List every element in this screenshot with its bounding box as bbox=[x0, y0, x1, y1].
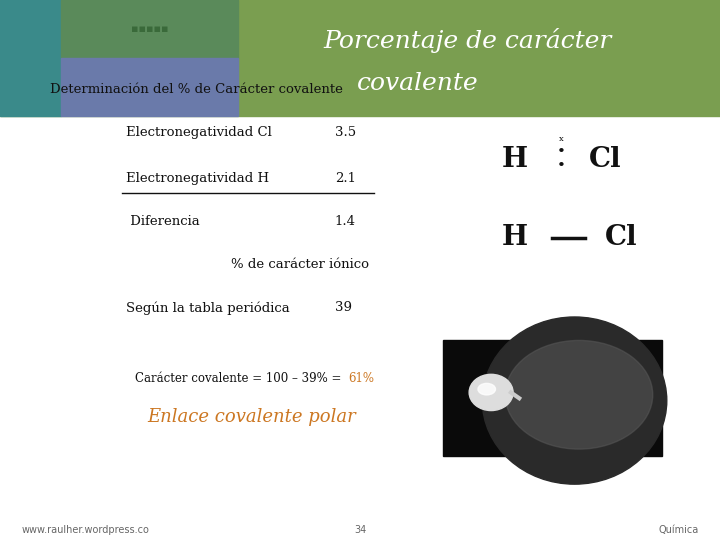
Text: Diferencia: Diferencia bbox=[126, 215, 199, 228]
Text: 61%: 61% bbox=[348, 372, 374, 384]
Text: Electronegatividad H: Electronegatividad H bbox=[126, 172, 269, 185]
Bar bbox=[61, 58, 238, 116]
Text: H: H bbox=[502, 224, 528, 251]
Text: 39: 39 bbox=[335, 301, 352, 314]
Text: •: • bbox=[557, 145, 566, 159]
Bar bbox=[0, 0, 720, 116]
Text: H: H bbox=[502, 146, 528, 173]
Text: Cl: Cl bbox=[605, 224, 638, 251]
Text: Química: Química bbox=[658, 525, 698, 535]
Text: ▪▪▪▪▪: ▪▪▪▪▪ bbox=[130, 24, 168, 34]
Ellipse shape bbox=[469, 374, 513, 410]
Ellipse shape bbox=[482, 317, 667, 484]
Bar bbox=[61, 0, 238, 58]
Text: 3.5: 3.5 bbox=[335, 126, 356, 139]
Text: 1.4: 1.4 bbox=[335, 215, 356, 228]
Text: Carácter covalente = 100 – 39% =: Carácter covalente = 100 – 39% = bbox=[135, 372, 346, 384]
Text: Cl: Cl bbox=[588, 146, 621, 173]
Text: Determinación del % de Carácter covalente: Determinación del % de Carácter covalent… bbox=[50, 83, 343, 96]
Text: covalente: covalente bbox=[357, 72, 478, 95]
Text: % de carácter iónico: % de carácter iónico bbox=[231, 258, 369, 271]
Ellipse shape bbox=[505, 340, 653, 449]
Text: Porcentaje de carácter: Porcentaje de carácter bbox=[324, 28, 612, 53]
Text: •: • bbox=[557, 159, 566, 173]
Text: 2.1: 2.1 bbox=[335, 172, 356, 185]
Text: www.raulher.wordpress.co: www.raulher.wordpress.co bbox=[22, 525, 150, 535]
Text: Según la tabla periódica: Según la tabla periódica bbox=[126, 301, 289, 314]
Bar bbox=[0, 0, 61, 116]
Text: 34: 34 bbox=[354, 525, 366, 535]
Text: x: x bbox=[559, 135, 564, 143]
Bar bbox=[443, 340, 662, 456]
Ellipse shape bbox=[478, 383, 495, 395]
Text: Enlace covalente polar: Enlace covalente polar bbox=[148, 408, 356, 426]
Text: Electronegatividad Cl: Electronegatividad Cl bbox=[126, 126, 272, 139]
